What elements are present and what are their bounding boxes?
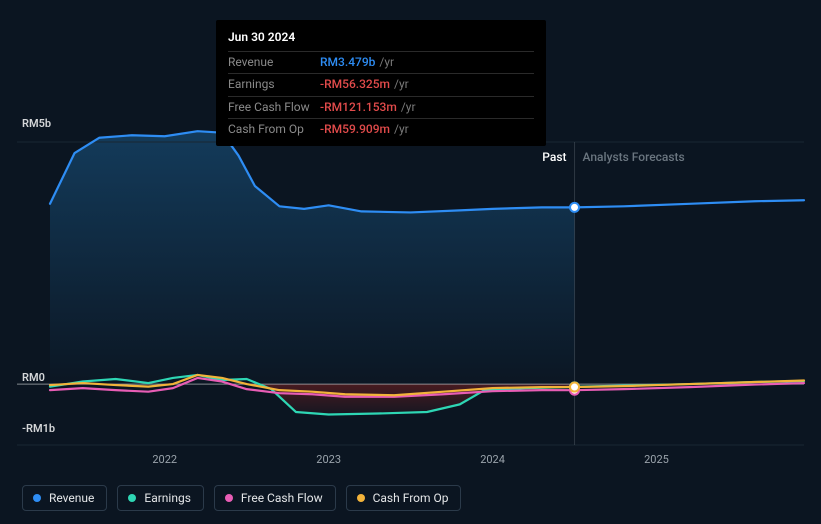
x-axis-tick: 2025 [644,453,669,466]
tooltip-row: Cash From Op-RM59.909m/yr [228,118,534,140]
tooltip-row-label: Cash From Op [228,120,320,139]
y-axis-label: -RM1b [22,422,55,435]
tooltip-row-label: Earnings [228,75,320,94]
legend-item-label: Free Cash Flow [241,491,323,505]
legend-item-label: Revenue [49,491,94,505]
tooltip-row-unit: /yr [401,98,416,117]
tooltip-row-unit: /yr [379,53,394,72]
legend-item-label: Earnings [144,491,191,505]
x-axis-tick: 2022 [152,453,177,466]
x-axis-tick: 2023 [316,453,341,466]
legend-dot-icon [357,494,365,502]
tooltip-row: RevenueRM3.479b/yr [228,51,534,73]
forecast-chart: RM5b RM0 -RM1b 2022 2023 2024 2025 Past … [0,0,821,524]
tooltip-row: Earnings-RM56.325m/yr [228,73,534,95]
legend-item-revenue[interactable]: Revenue [22,485,107,511]
region-label-forecast: Analysts Forecasts [583,150,685,164]
legend-dot-icon [225,494,233,502]
legend-item-earnings[interactable]: Earnings [117,485,204,511]
legend-item-free-cash-flow[interactable]: Free Cash Flow [214,485,336,511]
legend-item-cash-from-op[interactable]: Cash From Op [346,485,462,511]
chart-tooltip: Jun 30 2024 RevenueRM3.479b/yrEarnings-R… [216,20,546,146]
legend-dot-icon [33,494,41,502]
tooltip-row-value: RM3.479b [320,53,375,72]
x-axis-tick: 2024 [480,453,505,466]
tooltip-row-value: -RM59.909m [320,120,390,139]
chart-legend: Revenue Earnings Free Cash Flow Cash From O… [22,485,461,511]
tooltip-row-label: Revenue [228,53,320,72]
tooltip-date: Jun 30 2024 [228,28,534,47]
tooltip-row-value: -RM56.325m [320,75,390,94]
tooltip-row: Free Cash Flow-RM121.153m/yr [228,96,534,118]
tooltip-row-unit: /yr [394,120,409,139]
tooltip-row-label: Free Cash Flow [228,98,320,117]
region-label-past: Past [542,150,566,164]
tooltip-row-value: -RM121.153m [320,98,397,117]
legend-item-label: Cash From Op [373,491,449,505]
y-axis-label: RM0 [22,371,45,384]
y-axis-label: RM5b [22,117,51,130]
tooltip-row-unit: /yr [394,75,409,94]
legend-dot-icon [128,494,136,502]
